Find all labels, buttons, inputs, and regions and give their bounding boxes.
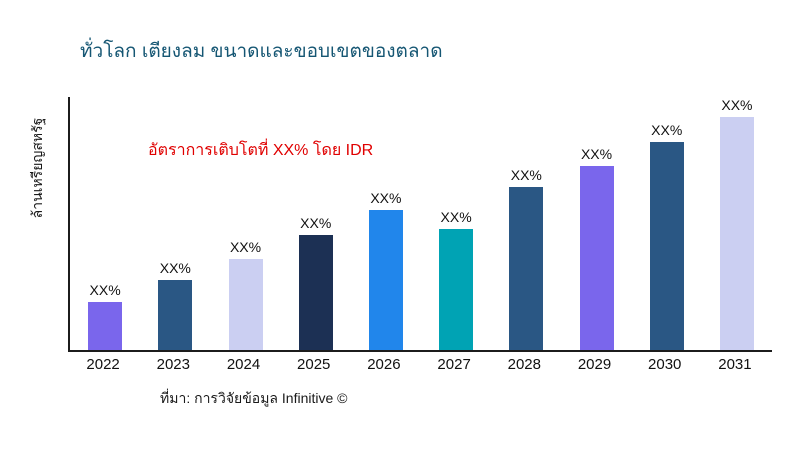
- bar-value-label: XX%: [229, 238, 262, 255]
- bar: [579, 165, 614, 350]
- plot-area: XX% XX% XX% XX% XX% XX% XX% XX% XX% XX%: [68, 97, 772, 352]
- bar-group: XX%: [210, 97, 280, 350]
- x-tick-label: 2023: [156, 356, 190, 373]
- bar-group: XX%: [70, 97, 140, 350]
- bar: [228, 258, 263, 350]
- bar: [719, 117, 754, 350]
- bar-value-label: XX%: [300, 214, 332, 231]
- bar: [509, 187, 544, 350]
- bar-group: XX%: [491, 97, 561, 350]
- x-axis-labels: 2022 2023 2024 2025 2026 2027 2028 2029 2030 2031: [68, 356, 770, 373]
- source-caption: ที่มา: การวิจัยข้อมูล Infinitive ©: [160, 390, 348, 406]
- y-axis-label: ล้านเหรียญสหรัฐ: [29, 117, 45, 219]
- bar-value-label: XX%: [89, 282, 121, 299]
- x-tick-label: 2026: [367, 356, 401, 373]
- bar-group: XX%: [140, 97, 210, 350]
- bar-group: XX%: [421, 97, 491, 350]
- bar: [368, 210, 403, 350]
- bar-group: XX%: [351, 97, 421, 350]
- bar-value-label: XX%: [580, 145, 613, 162]
- bar: [439, 228, 474, 350]
- bar-group: XX%: [561, 97, 631, 350]
- x-tick-label: 2029: [577, 356, 612, 373]
- bar: [649, 141, 684, 350]
- bar-value-label: XX%: [370, 190, 402, 207]
- bar: [88, 302, 123, 350]
- chart-title: ทั่วโลก เตียงลม ขนาดและขอบเขตของตลาด: [80, 41, 443, 62]
- bar-group: XX%: [632, 97, 702, 350]
- bar-value-label: XX%: [721, 97, 753, 114]
- x-tick-label: 2030: [648, 356, 682, 373]
- bar-group: XX%: [281, 97, 351, 350]
- x-tick-label: 2031: [718, 356, 752, 373]
- bar-value-label: XX%: [159, 260, 191, 277]
- x-tick-label: 2027: [437, 356, 471, 373]
- bar: [158, 280, 193, 350]
- bar: [298, 234, 333, 350]
- growth-rate-annotation: อัตราการเติบโตที่ XX% โดย IDR: [148, 142, 374, 159]
- bar-value-label: XX%: [440, 208, 472, 225]
- bar-group: XX%: [702, 97, 772, 350]
- x-tick-label: 2028: [507, 356, 541, 373]
- bar-value-label: XX%: [510, 167, 542, 184]
- x-tick-label: 2025: [297, 356, 331, 373]
- x-tick-label: 2024: [226, 356, 261, 373]
- bar-value-label: XX%: [651, 121, 683, 138]
- x-tick-label: 2022: [86, 356, 120, 373]
